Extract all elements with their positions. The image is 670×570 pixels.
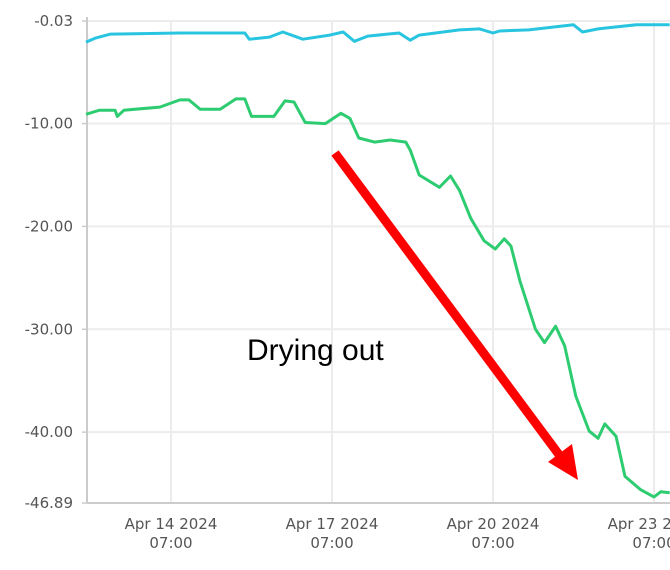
series-line-1 [85,23,670,44]
y-tick-label: -20.00 [25,217,73,235]
y-tick-label: -46.89 [25,494,73,512]
x-tick-label-time: 07:00 [632,534,670,552]
x-tick-label: Apr 20 2024 [447,515,540,533]
y-tick-label: -10.00 [25,115,73,133]
x-tick-label-time: 07:00 [149,534,192,552]
arrow-shaft [331,150,564,459]
y-tick-label: -40.00 [25,423,73,441]
annotation-text: Drying out [247,334,384,367]
x-tick-label-time: 07:00 [471,534,514,552]
x-tick-label-time: 07:00 [310,534,353,552]
y-tick-label: -0.03 [34,12,73,30]
arrow-head [548,444,578,480]
series-line-2 [85,97,670,499]
x-tick-label: Apr 14 2024 [125,515,218,533]
x-tick-label: Apr 17 2024 [286,515,379,533]
x-tick-label: Apr 23 2024 [608,515,670,533]
annotation: Drying out [247,150,578,480]
series-lines [85,23,670,499]
grid [87,20,670,504]
axes: -0.03 -10.00 -20.00 -30.00 -40.00 -46.89 Apr 1… [25,12,670,552]
y-tick-label: -30.00 [25,320,73,338]
